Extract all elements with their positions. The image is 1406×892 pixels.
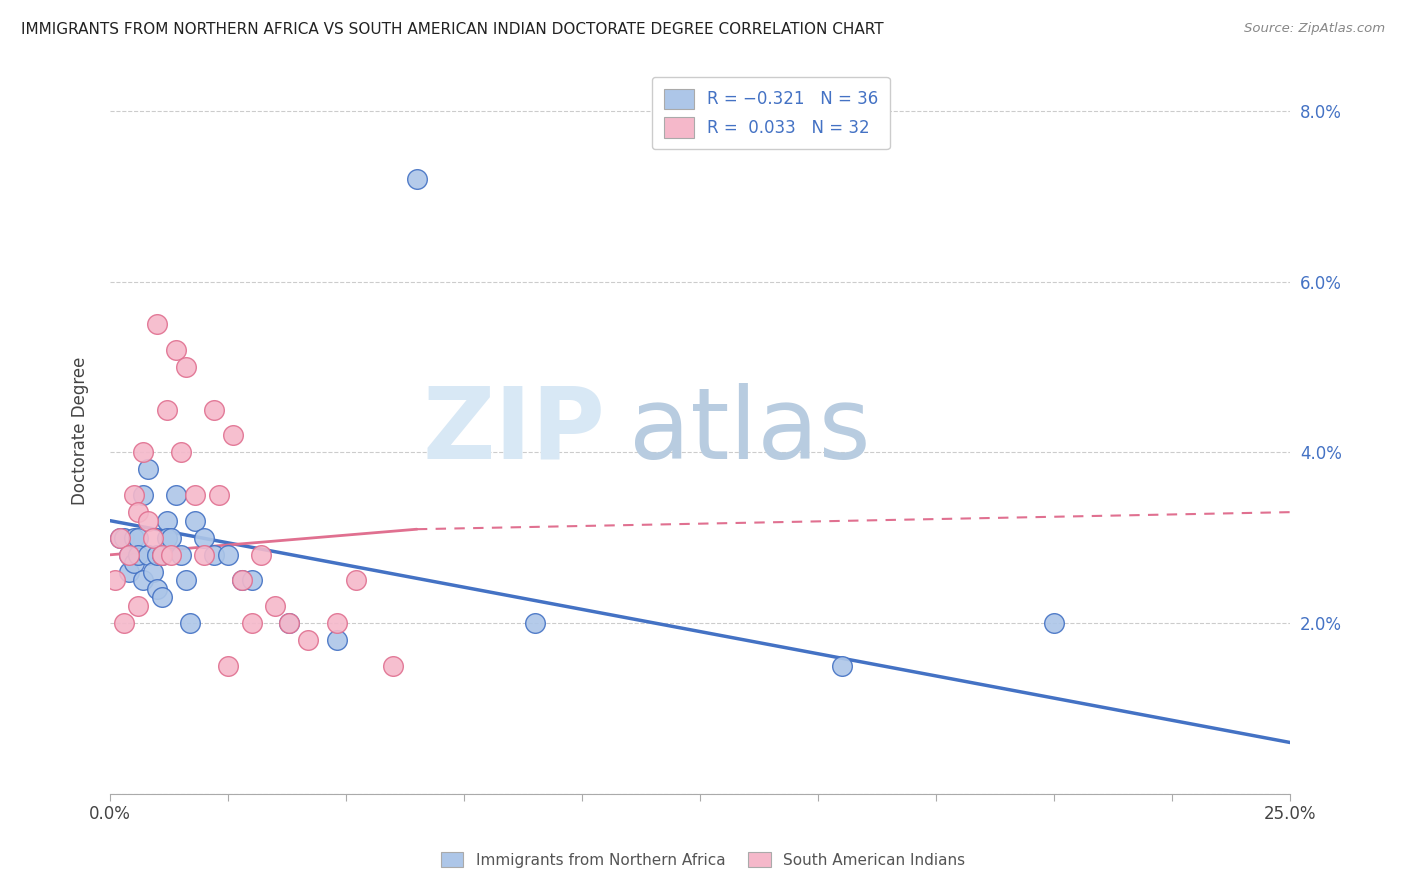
Point (104, 574, 127, 588)
Point (160, 548, 183, 562)
Point (118, 565, 141, 579)
Point (193, 531, 215, 545)
Point (1043, 615, 1066, 630)
Point (264, 599, 287, 613)
Point (127, 599, 149, 613)
Point (127, 548, 149, 562)
Point (160, 531, 183, 545)
Point (150, 548, 173, 562)
Text: Source: ZipAtlas.com: Source: ZipAtlas.com (1244, 22, 1385, 36)
Point (146, 582, 169, 596)
Point (146, 548, 169, 562)
Point (297, 633, 319, 648)
Point (344, 574, 367, 588)
Point (118, 548, 141, 562)
Point (179, 615, 201, 630)
Point (217, 548, 239, 562)
Point (122, 557, 145, 571)
Point (146, 318, 169, 332)
Point (240, 574, 263, 588)
Point (136, 514, 159, 528)
Point (150, 548, 173, 562)
Point (127, 505, 149, 519)
Point (156, 514, 179, 528)
Point (207, 488, 229, 502)
Point (405, 172, 427, 186)
Legend: R = −0.321   N = 36, R =  0.033   N = 32: R = −0.321 N = 36, R = 0.033 N = 32 (652, 77, 890, 149)
Point (118, 548, 141, 562)
Point (382, 658, 405, 673)
Point (132, 445, 155, 459)
Legend: Immigrants from Northern Africa, South American Indians: Immigrants from Northern Africa, South A… (433, 844, 973, 875)
Point (231, 574, 253, 588)
Point (156, 531, 179, 545)
Point (231, 574, 253, 588)
Point (174, 360, 197, 375)
Point (174, 574, 197, 588)
Y-axis label: Doctorate Degree: Doctorate Degree (72, 357, 89, 505)
Point (150, 591, 173, 605)
Point (112, 615, 135, 630)
Point (127, 531, 149, 545)
Point (202, 402, 225, 417)
Point (278, 615, 301, 630)
Point (136, 548, 159, 562)
Point (108, 531, 131, 545)
Point (193, 548, 215, 562)
Point (523, 615, 546, 630)
Point (165, 488, 187, 502)
Point (132, 488, 155, 502)
Point (250, 548, 273, 562)
Point (156, 402, 179, 417)
Point (325, 633, 347, 648)
Text: IMMIGRANTS FROM NORTHERN AFRICA VS SOUTH AMERICAN INDIAN DOCTORATE DEGREE CORREL: IMMIGRANTS FROM NORTHERN AFRICA VS SOUTH… (21, 22, 884, 37)
Point (142, 531, 165, 545)
Point (165, 343, 187, 357)
Point (142, 565, 165, 579)
Point (170, 445, 193, 459)
Point (278, 615, 301, 630)
Text: ZIP: ZIP (423, 383, 606, 480)
Point (222, 428, 245, 442)
Point (184, 488, 207, 502)
Point (325, 615, 347, 630)
Point (240, 615, 263, 630)
Point (184, 514, 207, 528)
Point (108, 531, 131, 545)
Point (112, 531, 135, 545)
Point (122, 488, 145, 502)
Point (170, 548, 193, 562)
Point (132, 574, 155, 588)
Point (136, 462, 159, 476)
Point (217, 658, 239, 673)
Point (202, 548, 225, 562)
Text: atlas: atlas (630, 383, 870, 480)
Point (831, 658, 853, 673)
Point (122, 531, 145, 545)
